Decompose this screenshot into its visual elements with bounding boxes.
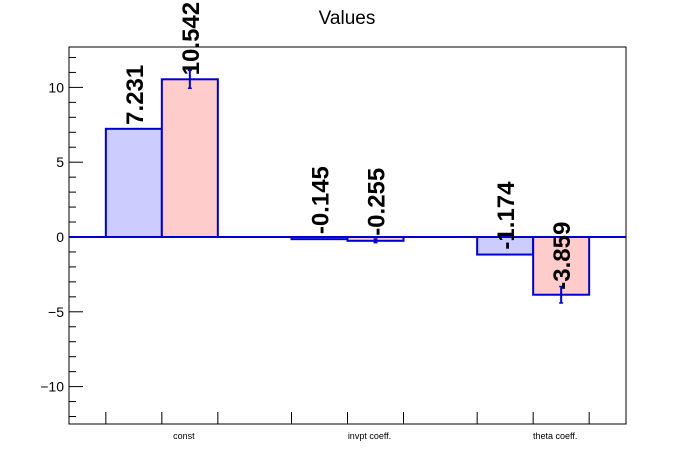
x-tick-label: const	[173, 431, 195, 441]
data-label: 7.231	[122, 65, 149, 125]
data-label: -0.145	[308, 166, 335, 234]
y-tick-label: 5	[56, 154, 64, 170]
chart-title: Values	[319, 8, 376, 29]
data-label: 10.542	[178, 2, 205, 75]
y-axis: −10 −5 0 5 10	[40, 56, 83, 418]
data-label: -1.174	[493, 181, 520, 250]
y-tick-label: −5	[48, 304, 64, 320]
bar	[160, 78, 219, 238]
x-axis: const invpt coeff. theta coeff.	[105, 412, 590, 441]
data-labels-layer: 7.231 -0.145 -1.174 10.542 -0.255 -3.859	[122, 2, 576, 290]
x-tick-label: invpt coeff.	[348, 431, 391, 441]
y-tick-label: 10	[48, 79, 64, 95]
data-label: -0.255	[364, 168, 391, 236]
bar	[104, 127, 163, 238]
y-tick-label: 0	[56, 229, 64, 245]
error-bars-layer	[187, 69, 564, 304]
data-label: -3.859	[549, 222, 576, 290]
x-tick-label: theta coeff.	[533, 431, 577, 441]
y-tick-label: −10	[40, 379, 64, 395]
